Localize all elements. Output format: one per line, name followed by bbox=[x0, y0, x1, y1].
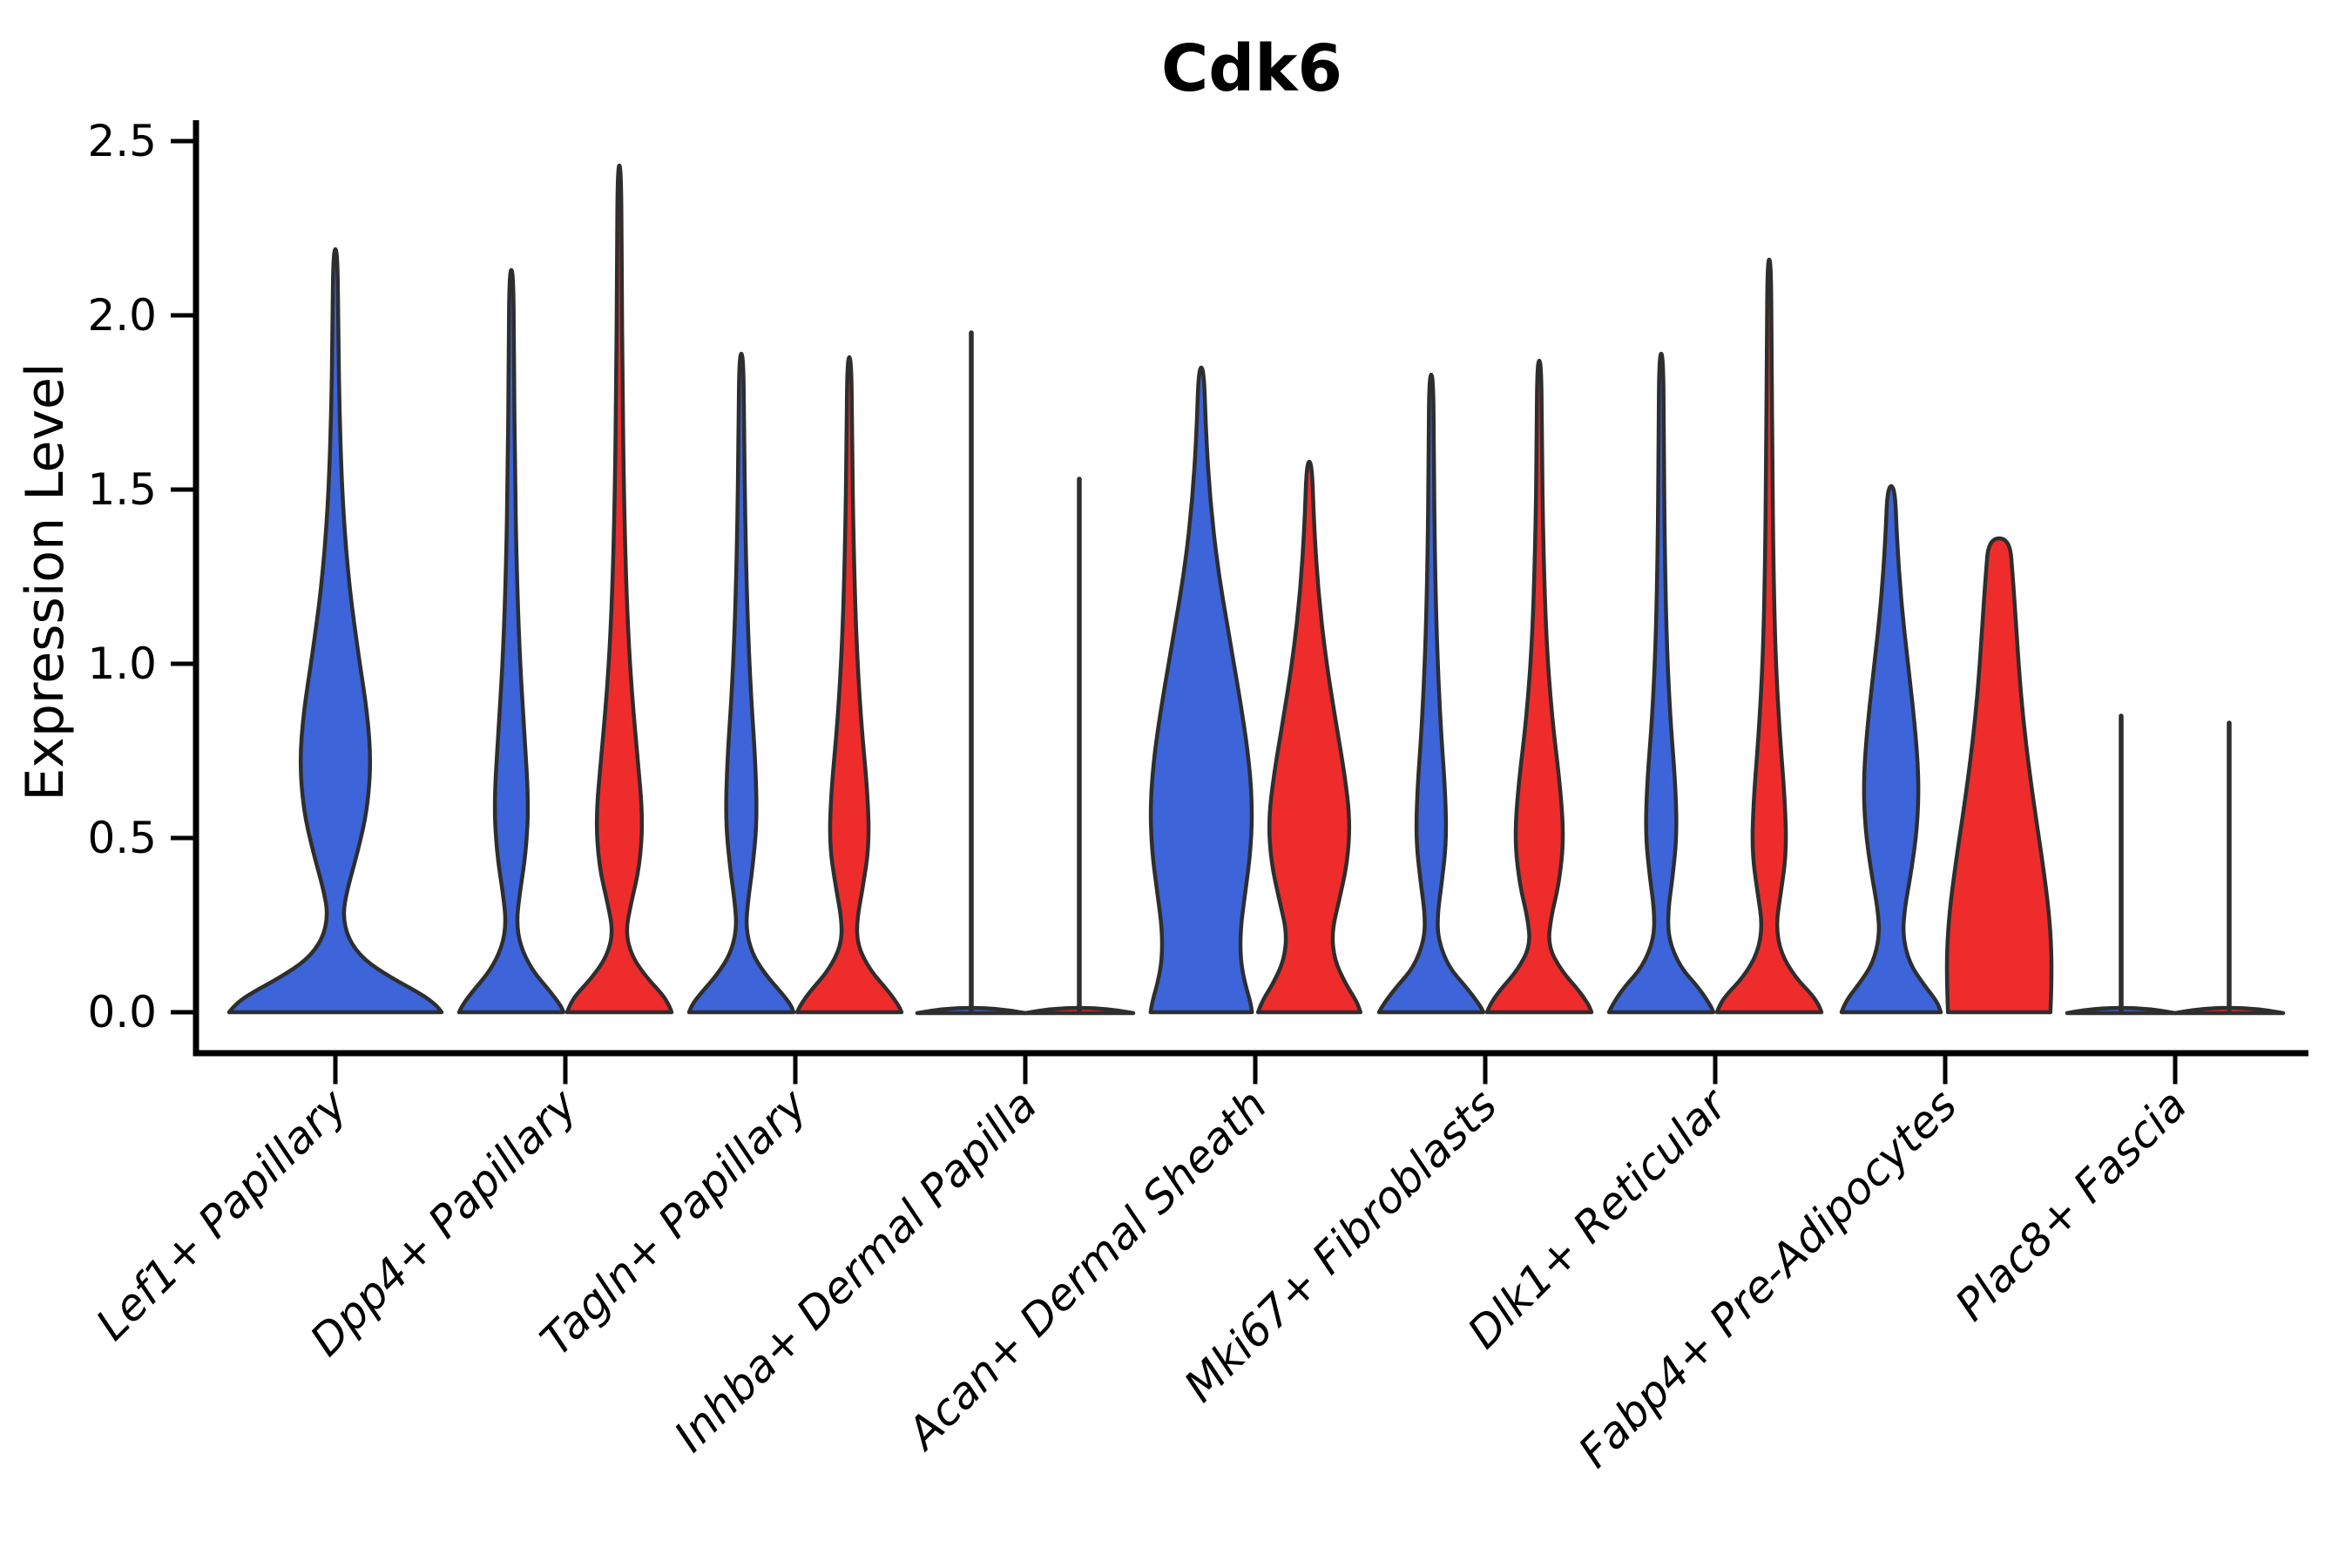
x-tick-label-plac8-fascia: Plac8+ Fascia bbox=[1946, 1079, 2197, 1330]
y-tick-label-0.0: 0.0 bbox=[87, 987, 157, 1037]
violin-dpp4-papillary-red bbox=[564, 163, 674, 1015]
y-tick-label-2.5: 2.5 bbox=[87, 116, 157, 166]
x-tick-label-lef1-papillary: Lef1+ Papillary bbox=[86, 1078, 357, 1349]
violin-fabp4-pre-adipocytes-blue bbox=[1839, 483, 1943, 1015]
violin-acan-dermal-sheath-blue bbox=[1148, 365, 1254, 1015]
violin-mki67-fibroblasts-red bbox=[1484, 358, 1594, 1015]
violin-dlk1-reticular-blue bbox=[1606, 351, 1716, 1015]
violin-tagln-papillary-blue bbox=[686, 351, 796, 1015]
y-tick-label-1.5: 1.5 bbox=[87, 464, 157, 515]
violin-mki67-fibroblasts-blue bbox=[1376, 372, 1486, 1015]
chart-title: Cdk6 bbox=[1161, 31, 1342, 106]
x-tick-label-fabp4-pre-adipocytes: Fabp4+ Pre-Adipocytes bbox=[1569, 1079, 1967, 1477]
violin-lef1-papillary-blue bbox=[226, 247, 444, 1015]
y-tick-label-2.0: 2.0 bbox=[87, 290, 157, 341]
violin-fabp4-pre-adipocytes-red bbox=[1944, 536, 2054, 1015]
violin-dpp4-papillary-blue bbox=[456, 267, 566, 1015]
y-tick-label-1.0: 1.0 bbox=[87, 639, 157, 689]
x-tick-label-inhba-dermal-papilla: Inhba+ Dermal Papilla bbox=[665, 1079, 1046, 1461]
violin-tagln-papillary-red bbox=[794, 355, 904, 1015]
y-tick-label-0.5: 0.5 bbox=[87, 813, 157, 863]
violins bbox=[226, 163, 2286, 1016]
violin-acan-dermal-sheath-red bbox=[1255, 459, 1363, 1015]
violin-dlk1-reticular-red bbox=[1714, 257, 1824, 1015]
y-axis-label: Expression Level bbox=[15, 362, 76, 801]
